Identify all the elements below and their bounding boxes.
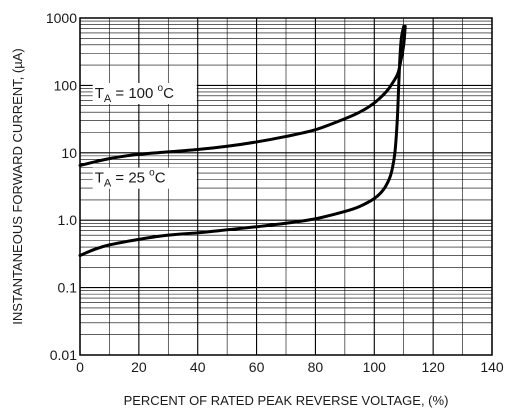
x-axis-label: PERCENT OF RATED PEAK REVERSE VOLTAGE, (… [124,393,449,408]
y-tick-label: 10 [61,145,77,161]
series-line-ta-25c [78,24,406,257]
minor-gridlines [80,18,492,355]
x-tick-label: 40 [190,359,206,375]
series-annotations: TA = 100 oC TA = 25 oC [92,83,197,190]
series-annotation-ta-100c: TA = 100 oC [95,83,174,105]
series-annotation-ta-25c: TA = 25 oC [95,168,166,190]
x-tick-label: 120 [421,359,445,375]
y-tick-label: 0.1 [58,280,78,296]
y-tick-labels: 0.01 0.1 1.0 10 100 1000 [46,10,77,363]
annotation-background [92,83,197,105]
y-tick-label: 1000 [46,10,77,26]
y-tick-label: 100 [54,77,78,93]
plot-frame [79,17,493,356]
y-tick-label: 0.01 [50,347,77,363]
x-tick-label: 0 [76,359,84,375]
x-tick-label: 80 [308,359,324,375]
x-tick-label: 60 [249,359,265,375]
y-axis-label: INSTANTANEOUS FORWARD CURRENT, (µA) [10,48,25,324]
annotation-background [92,167,197,189]
x-tick-labels: 0 20 40 60 80 100 120 140 [76,359,504,375]
series-lines [78,24,407,257]
y-tick-label: 1.0 [58,212,78,228]
x-tick-label: 100 [363,359,387,375]
x-tick-label: 20 [131,359,147,375]
x-tick-label: 140 [480,359,504,375]
